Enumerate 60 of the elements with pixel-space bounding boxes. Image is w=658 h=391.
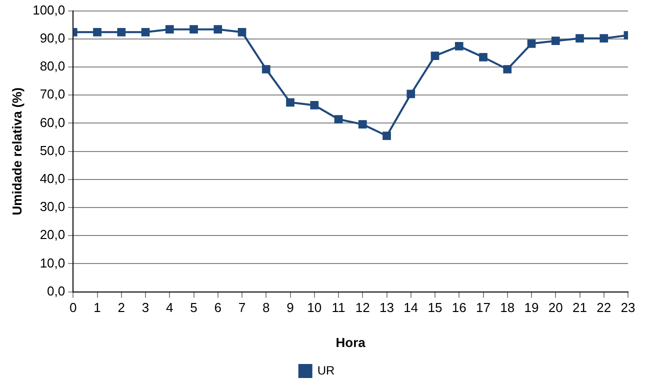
point <box>93 28 102 36</box>
point <box>165 25 174 34</box>
point <box>527 39 536 48</box>
y-tick-label: 60,0 <box>40 114 66 130</box>
point <box>406 90 416 98</box>
x-axis-title: Hora <box>336 334 366 350</box>
y-axis-title: Umidade relativa (%) <box>9 87 24 216</box>
x-tick-label: 9 <box>286 300 294 316</box>
y-tick-label: 40,0 <box>40 170 66 186</box>
y-tick-label: 70,0 <box>40 86 66 102</box>
point <box>117 28 126 36</box>
point <box>141 28 150 36</box>
x-tick-label: 7 <box>238 300 246 316</box>
x-tick-label: 2 <box>118 300 125 316</box>
x-tick-label: 17 <box>476 300 490 316</box>
y-tick-label: 80,0 <box>40 58 66 74</box>
point <box>551 36 560 46</box>
y-tick-label: 50,0 <box>40 142 66 158</box>
x-tick-label: 18 <box>500 300 515 316</box>
x-tick-label: 5 <box>190 300 198 316</box>
x-tick-label: 13 <box>380 300 394 316</box>
point <box>430 52 440 60</box>
x-tick-label: 21 <box>572 300 587 316</box>
x-tick-label: 11 <box>332 300 346 316</box>
x-tick-label: 12 <box>355 300 370 316</box>
x-tick-label: 0 <box>70 300 77 316</box>
x-tick-label: 15 <box>428 300 442 316</box>
point <box>214 25 222 34</box>
x-tick-label: 10 <box>307 300 322 316</box>
x-tick-label: 20 <box>548 300 563 316</box>
point <box>503 65 512 74</box>
y-tick-label: 100,0 <box>32 2 66 18</box>
point <box>358 120 367 129</box>
point <box>382 132 391 140</box>
point <box>190 25 198 34</box>
x-tick-label: 3 <box>142 300 150 316</box>
y-tick-label: 30,0 <box>40 199 66 214</box>
point <box>262 65 270 74</box>
point <box>479 52 488 62</box>
legend-label: UR <box>317 363 335 378</box>
point <box>600 34 608 43</box>
y-tick-label: 10,0 <box>40 255 66 270</box>
y-tick-label: 0,0 <box>47 283 66 298</box>
x-tick-label: 8 <box>262 300 270 316</box>
x-tick-label: 6 <box>214 300 222 316</box>
x-tick-label: 19 <box>524 300 539 316</box>
y-tick-label: 20,0 <box>40 227 66 242</box>
x-tick-label: 4 <box>166 300 174 316</box>
x-tick-label: 23 <box>620 300 636 316</box>
y-tick-label: 90,0 <box>40 30 66 46</box>
point <box>334 115 343 124</box>
x-tick-label: 14 <box>404 300 418 316</box>
point <box>310 101 319 110</box>
point <box>454 42 464 50</box>
x-tick-label: 1 <box>94 300 101 316</box>
point <box>238 28 246 36</box>
x-tick-label: 22 <box>596 300 612 316</box>
point <box>286 98 294 107</box>
point <box>576 34 584 43</box>
x-tick-label: 16 <box>452 300 466 316</box>
